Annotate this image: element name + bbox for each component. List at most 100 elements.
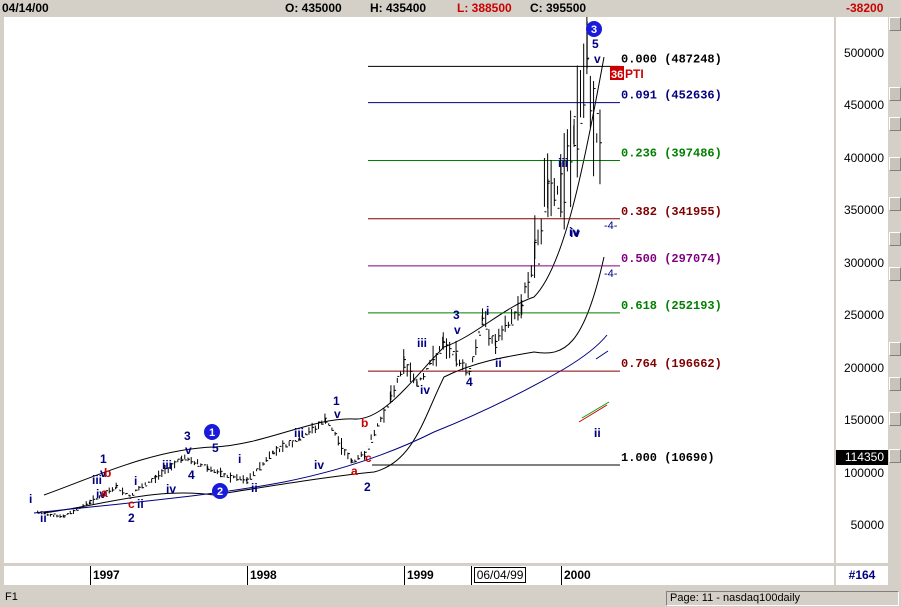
wave-label: 2 (128, 511, 135, 525)
wave-label: c (365, 451, 372, 465)
y-tick-label: 350000 (843, 203, 884, 218)
wave-label: i (134, 474, 137, 488)
wave-label: v (594, 52, 601, 66)
fibonacci-levels: 0.000 (487248) 0.091 (452636) 0.236 (39748… (368, 52, 722, 466)
annotation-36-box (610, 66, 624, 80)
scroll-button-6[interactable] (889, 232, 901, 246)
x-tick-mark (470, 566, 472, 585)
y-tick-label: 50000 (850, 518, 884, 532)
status-page: Page: 11 - nasdaq100daily (666, 591, 899, 606)
wave-label: b (361, 416, 368, 430)
vertical-scrollbar[interactable] (889, 17, 901, 563)
fib-label-6: 0.764 (196662) (621, 357, 722, 371)
scroll-button-9[interactable] (889, 377, 901, 391)
x-tick-label: 1998 (250, 568, 277, 582)
wave-label: 2 (364, 480, 371, 494)
price-marker: 114350 (836, 449, 888, 465)
annotation-pti: PTI (625, 67, 644, 81)
circled-wave-marker (204, 424, 220, 440)
wave-label: i (238, 452, 241, 466)
wave-label: ii (594, 426, 601, 440)
scroll-button-2[interactable] (889, 87, 901, 101)
status-bar: F1 Page: 11 - nasdaq100daily (0, 590, 901, 607)
quote-open: O: 435000 (285, 1, 342, 15)
wave-label: iii (294, 426, 304, 440)
wave-label: v (185, 443, 192, 457)
status-left: F1 (5, 591, 18, 603)
scroll-button-4[interactable] (889, 157, 901, 171)
wave-label: 4 (466, 375, 473, 389)
wave-label: 1 (333, 394, 340, 408)
scroll-up-button[interactable] (889, 17, 901, 31)
x-tick-label: 2000 (564, 568, 591, 582)
wave-label: iv (569, 225, 579, 239)
annotation-36: 36 (611, 69, 623, 81)
y-axis: 500000 450000 400000 350000 300000 250000 2000… (836, 17, 888, 563)
x-tick-mark (247, 566, 248, 585)
record-number: #164 (836, 566, 888, 585)
y-tick-label: 200000 (843, 360, 884, 375)
target-stroke-green (581, 401, 610, 419)
wave-label: a (101, 486, 108, 500)
x-tick-label: 06/04/99 (473, 567, 527, 583)
wave-label: a (351, 464, 358, 478)
quote-bar: 04/14/00 O: 435000 H: 435400 L: 388500 C… (0, 0, 901, 16)
scroll-button-5[interactable] (889, 197, 901, 211)
fib-label-2: 0.236 (397486) (621, 147, 722, 161)
fib-label-1: 0.091 (452636) (621, 89, 722, 103)
wave-label: 5 (592, 37, 599, 51)
fib-label-4: 0.500 (297074) (621, 252, 722, 266)
x-tick-mark (404, 566, 405, 585)
wave-label: 1 (100, 452, 107, 466)
x-tick-mark (90, 566, 91, 585)
scroll-down-button[interactable] (889, 449, 901, 463)
quote-high: H: 435400 (370, 1, 427, 15)
envelope-upper (43, 56, 605, 496)
y-tick-label: 150000 (843, 413, 884, 428)
wave-label: iii (417, 336, 427, 350)
wave-label: ii (495, 356, 502, 370)
annotation-minus4-a: -4- (604, 220, 618, 232)
x-tick-label: 1997 (93, 568, 120, 582)
wave-label: iv (420, 383, 430, 397)
wave-label: iv (96, 487, 106, 501)
y-tick-label: 250000 (843, 308, 884, 323)
circled-wave-marker (586, 21, 602, 37)
wave-label: i (486, 304, 489, 318)
scroll-button-3[interactable] (889, 117, 901, 131)
wave-label: 3 (184, 429, 191, 443)
wave-label: c (128, 497, 135, 511)
x-axis: 1997 1998 1999 06/04/99 2000 (4, 566, 834, 585)
wave-label: i (594, 426, 597, 440)
wave-label: iii (92, 473, 102, 487)
target-stroke-blue (595, 350, 609, 360)
wave-label: v (454, 323, 461, 337)
quote-change: -38200 (846, 1, 884, 15)
wave-label: iii (558, 156, 568, 170)
x-tick-label: 1999 (407, 568, 434, 582)
chart-plot-area[interactable]: 0.000 (487248) 0.091 (452636) 0.236 (39748… (4, 2, 834, 563)
circled-wave-marker (212, 483, 228, 499)
fib-label-7: 1.000 (10690) (621, 451, 715, 465)
quote-close: C: 395500 (530, 1, 587, 15)
y-tick-label: 300000 (843, 255, 884, 270)
fib-label-3: 0.382 (341955) (621, 205, 722, 219)
fib-label-0: 0.000 (487248) (621, 52, 722, 66)
price-bars (37, 2, 602, 518)
wave-label: 3 (453, 308, 460, 322)
y-tick-label: 100000 (843, 465, 884, 480)
scroll-button-8[interactable] (889, 342, 901, 356)
envelope-lower (43, 256, 605, 514)
wave-label: v (334, 407, 341, 421)
wave-label: ii (40, 511, 47, 525)
wave-label: 4 (188, 468, 195, 482)
target-stroke-red (578, 404, 608, 423)
y-tick-label: 500000 (843, 46, 884, 60)
moving-average-line (33, 334, 608, 514)
scroll-button-10[interactable] (889, 412, 901, 426)
wave-label: b (104, 466, 111, 480)
scroll-button-7[interactable] (889, 267, 901, 281)
y-tick-label: 450000 (843, 98, 884, 113)
circled-wave-number: 3 (591, 24, 597, 36)
